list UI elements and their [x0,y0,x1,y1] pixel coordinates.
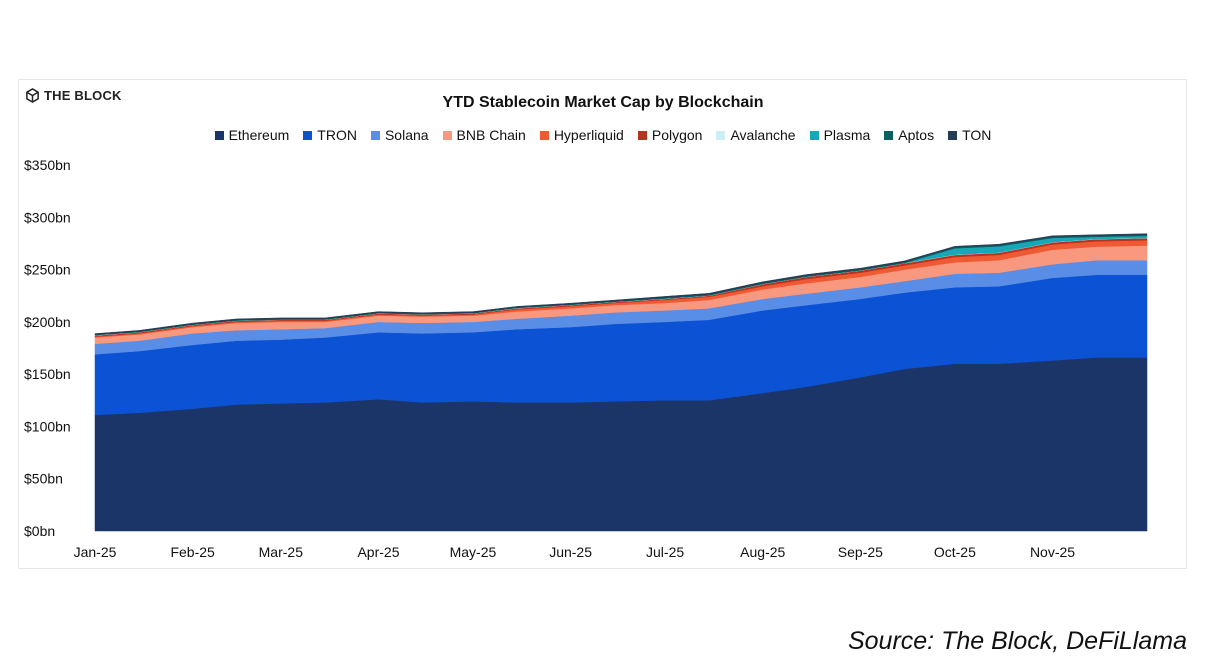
y-tick-label: $50bn [24,471,63,487]
chart-legend: Ethereum TRON Solana BNB Chain Hyperliquid Po… [0,127,1206,143]
legend-swatch [884,130,894,140]
x-tick-label: Apr-25 [357,544,399,560]
x-tick-label: Mar-25 [259,544,304,560]
legend-label: Plasma [823,127,871,143]
x-tick-label: Jun-25 [549,544,592,560]
legend-label: Solana [384,127,429,143]
chart-title: YTD Stablecoin Market Cap by Blockchain [442,94,764,111]
x-tick-label: Sep-25 [838,544,883,560]
the-block-cube-icon [26,88,39,103]
legend-item-ethereum: Ethereum [214,127,290,143]
legend-label: Hyperliquid [553,127,624,143]
legend-swatch [303,130,313,140]
x-tick-label: Aug-25 [740,544,785,560]
y-tick-label: $250bn [24,262,71,278]
legend-item-solana: Solana [370,127,429,143]
legend-swatch [809,130,819,140]
legend-item-avalanche: Avalanche [716,127,796,143]
legend-label: Polygon [651,127,703,143]
legend-item-aptos: Aptos [884,127,934,143]
legend-item-plasma: Plasma [809,127,871,143]
y-tick-label: $300bn [24,209,71,225]
x-tick-label: Jan-25 [74,544,117,560]
legend-label: Aptos [898,127,935,143]
legend-label: TRON [317,127,357,143]
legend-item-hyperliquid: Hyperliquid [539,127,624,143]
legend-swatch [948,130,958,140]
x-tick-label: Oct-25 [934,544,976,560]
y-tick-label: $200bn [24,314,71,330]
legend-swatch [716,130,726,140]
legend-swatch [539,130,549,140]
legend-swatch [637,130,647,140]
area-series-ton [94,233,1148,335]
legend-item-ton: TON [948,127,991,143]
legend-item-tron: TRON [303,127,357,143]
legend-item-polygon: Polygon [637,127,703,143]
legend-swatch [442,130,452,140]
legend-label: TON [962,127,992,143]
legend-swatch [370,130,380,140]
x-tick-label: Nov-25 [1030,544,1075,560]
y-tick-label: $350bn [24,157,71,173]
brand-name: THE BLOCK [44,88,122,103]
legend-label: Avalanche [730,127,796,143]
x-tick-label: May-25 [450,544,497,560]
legend-swatch [214,130,224,140]
legend-label: Ethereum [228,127,290,143]
source-note: Source: The Block, DeFiLlama [847,627,1187,655]
y-tick-label: $0bn [24,523,55,539]
brand-logo: THE BLOCK [25,88,122,103]
y-tick-label: $100bn [24,418,71,434]
legend-item-bnb-chain: BNB Chain [442,127,526,143]
x-tick-label: Jul-25 [646,544,684,560]
x-tick-label: Feb-25 [170,544,215,560]
legend-label: BNB Chain [456,127,526,143]
y-tick-label: $150bn [24,366,71,382]
